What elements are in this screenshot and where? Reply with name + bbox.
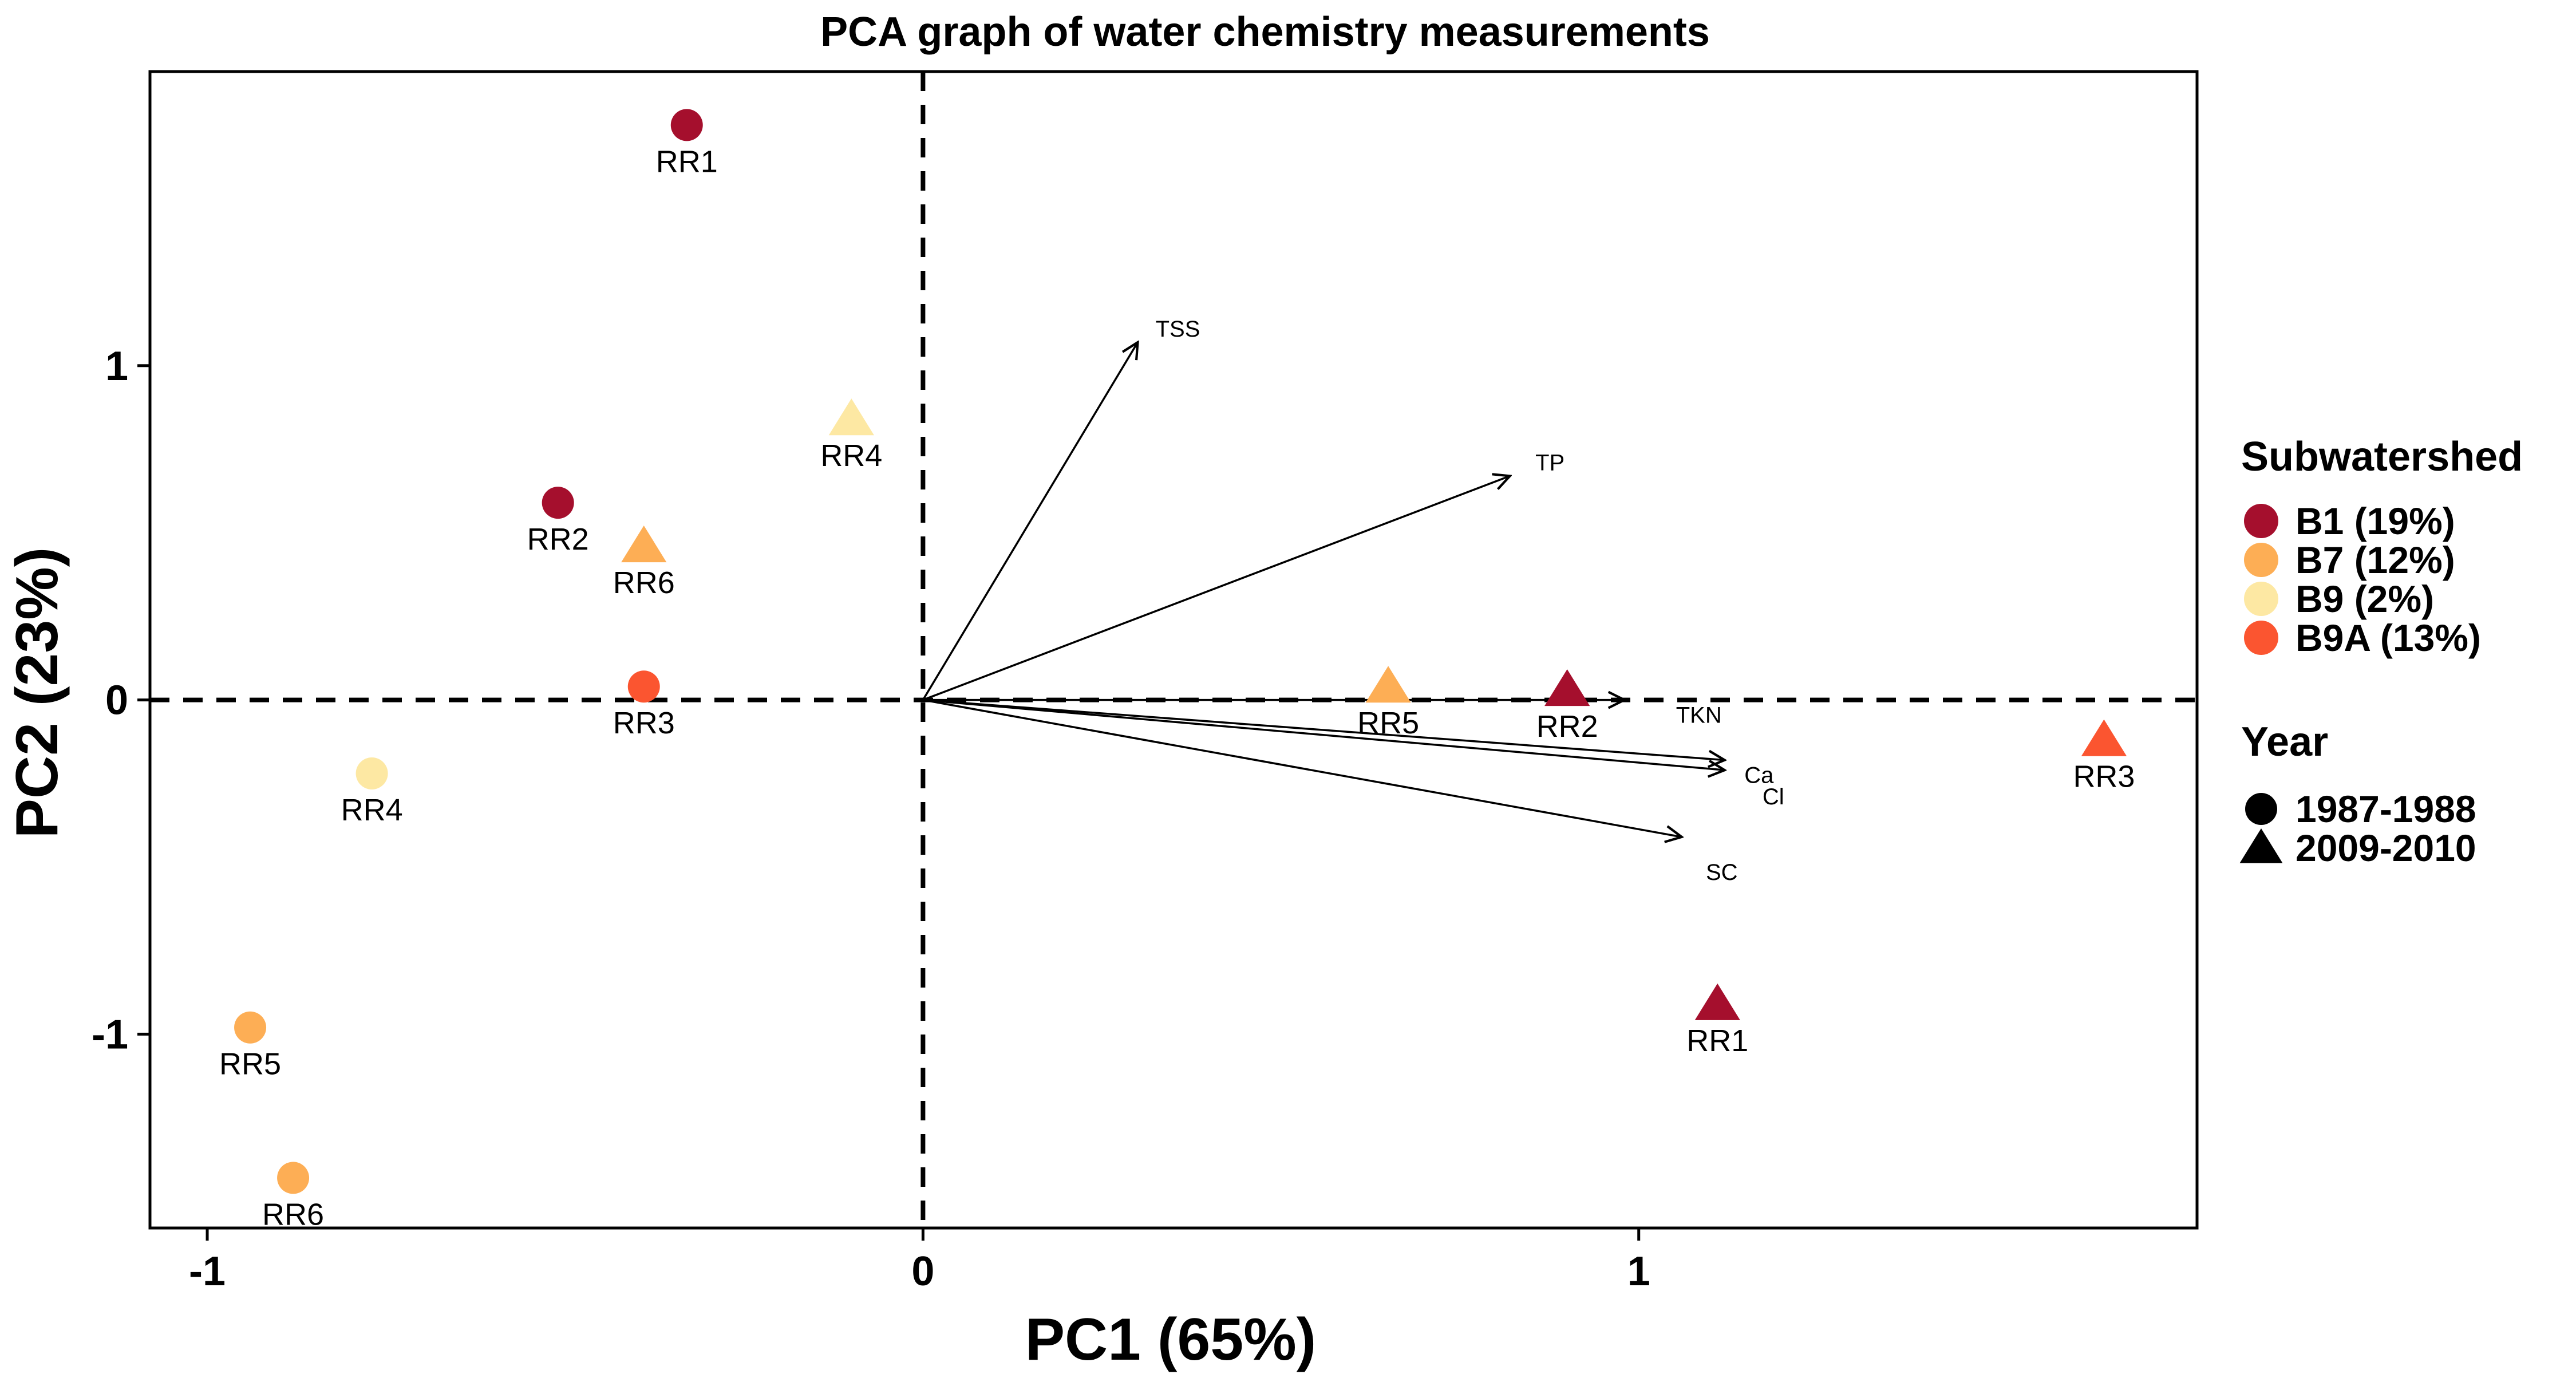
- point-rr2-2009-2010: [1544, 669, 1590, 706]
- legend-label-b7: B7 (12%): [2296, 539, 2455, 581]
- legend-label-year-2009-2010: 2009-2010: [2296, 827, 2476, 869]
- loading-arrow-tp: [922, 476, 1510, 701]
- legend-label-year-1987-1988: 1987-1988: [2296, 788, 2476, 830]
- point-rr4-2009-2010: [828, 398, 874, 436]
- point-rr5-1987-1988: [234, 1011, 267, 1044]
- loading-label-tss: TSS: [1156, 317, 1200, 342]
- y-tick-label: -1: [92, 1012, 128, 1057]
- point-rr1-2009-2010: [1694, 983, 1740, 1020]
- point-label-rr5: RR5: [1357, 706, 1419, 740]
- legend-shape-circle: [2245, 793, 2277, 825]
- point-rr1-1987-1988: [670, 109, 703, 141]
- point-rr4-1987-1988: [355, 757, 388, 790]
- loading-label-tkn: TKN: [1676, 703, 1722, 728]
- loading-arrow-tss: [922, 342, 1137, 701]
- point-label-rr3: RR3: [2073, 760, 2135, 794]
- legend-label-b1: B1 (19%): [2296, 500, 2455, 542]
- point-label-rr1: RR1: [656, 144, 718, 179]
- x-tick-label: 0: [911, 1249, 934, 1294]
- point-rr3-2009-2010: [2081, 719, 2127, 756]
- legend-title-subwatershed: Subwatershed: [2241, 434, 2523, 480]
- x-tick-label: -1: [189, 1249, 226, 1294]
- loading-arrow-ca: [923, 698, 1724, 760]
- point-label-rr2: RR2: [1536, 709, 1598, 744]
- loading-label-tp: TP: [1535, 450, 1564, 475]
- legend: Subwatershed Year B1 (19%)B7 (12%)B9 (2%…: [2239, 434, 2523, 869]
- legend-label-b9a: B9A (13%): [2296, 617, 2481, 659]
- loading-label-ca: Ca: [1744, 763, 1774, 788]
- y-tick-label: 0: [105, 678, 128, 724]
- plot-border: [148, 70, 2199, 1230]
- point-label-rr6: RR6: [262, 1197, 324, 1231]
- point-rr6-1987-1988: [277, 1162, 310, 1194]
- point-label-rr6: RR6: [613, 566, 675, 600]
- x-axis-title: PC1 (65%): [1025, 1306, 1317, 1373]
- legend-swatch-b1: [2244, 504, 2278, 538]
- legend-shape-triangle: [2239, 828, 2283, 863]
- point-rr2-1987-1988: [542, 487, 574, 519]
- loading-arrow-cl: [923, 698, 1724, 771]
- y-axis-title: PC2 (23%): [4, 547, 70, 839]
- point-rr5-2009-2010: [1365, 666, 1411, 703]
- legend-title-year: Year: [2241, 719, 2328, 765]
- legend-swatch-b7: [2244, 543, 2278, 577]
- y-tick-label: 1: [105, 344, 128, 389]
- loading-label-sc: SC: [1706, 860, 1738, 885]
- legend-swatch-b9: [2244, 582, 2278, 616]
- point-label-rr4: RR4: [341, 793, 403, 827]
- point-label-rr3: RR3: [613, 706, 675, 740]
- legend-label-b9: B9 (2%): [2296, 578, 2434, 620]
- x-tick-label: 1: [1627, 1249, 1650, 1294]
- loading-arrow-sc: [923, 698, 1681, 837]
- point-label-rr5: RR5: [219, 1047, 281, 1081]
- point-rr3-1987-1988: [627, 670, 660, 703]
- chart-title: PCA graph of water chemistry measurement…: [820, 9, 1710, 55]
- point-rr6-2009-2010: [621, 526, 667, 563]
- legend-swatch-b9a: [2244, 621, 2278, 655]
- point-label-rr1: RR1: [1686, 1024, 1748, 1058]
- point-label-rr2: RR2: [527, 522, 589, 556]
- point-label-rr4: RR4: [820, 439, 882, 473]
- loading-label-cl: Cl: [1763, 784, 1784, 810]
